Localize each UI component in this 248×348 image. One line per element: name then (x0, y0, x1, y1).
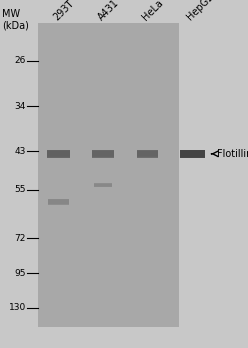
Bar (94, 183, 112, 187)
Text: 293T: 293T (51, 0, 75, 22)
Text: A431: A431 (96, 0, 121, 22)
Bar (180, 150, 205, 158)
Bar (94, 184, 112, 187)
Text: 95: 95 (15, 269, 26, 278)
Bar (47, 150, 70, 157)
Bar (47, 151, 70, 157)
Bar (94, 184, 112, 187)
Bar (47, 150, 70, 158)
Bar (48, 199, 69, 205)
Bar (48, 200, 69, 204)
Bar (92, 151, 114, 157)
Bar (94, 183, 112, 187)
Bar (92, 151, 114, 156)
Bar (137, 150, 158, 158)
Bar (38, 23, 179, 327)
Bar (47, 150, 70, 158)
Bar (92, 150, 114, 158)
Bar (137, 151, 158, 156)
Bar (92, 150, 114, 158)
Text: 26: 26 (15, 56, 26, 65)
Bar (92, 150, 114, 157)
Text: HepG2: HepG2 (185, 0, 216, 22)
Bar (180, 150, 205, 158)
Bar (47, 151, 70, 156)
Bar (180, 151, 205, 156)
Text: 72: 72 (15, 234, 26, 243)
Text: 43: 43 (15, 147, 26, 156)
Text: 130: 130 (9, 303, 26, 313)
Bar (48, 200, 69, 204)
Bar (180, 150, 205, 157)
Bar (137, 150, 158, 157)
Bar (94, 183, 112, 187)
Text: MW
(kDa): MW (kDa) (2, 9, 29, 30)
Bar (48, 199, 69, 205)
Bar (137, 151, 158, 157)
Text: HeLa: HeLa (140, 0, 165, 22)
Bar (48, 199, 69, 204)
Text: 55: 55 (15, 185, 26, 194)
Text: 34: 34 (15, 102, 26, 111)
Bar (137, 150, 158, 158)
Bar (180, 151, 205, 157)
Text: Flotillin 1: Flotillin 1 (217, 149, 248, 159)
